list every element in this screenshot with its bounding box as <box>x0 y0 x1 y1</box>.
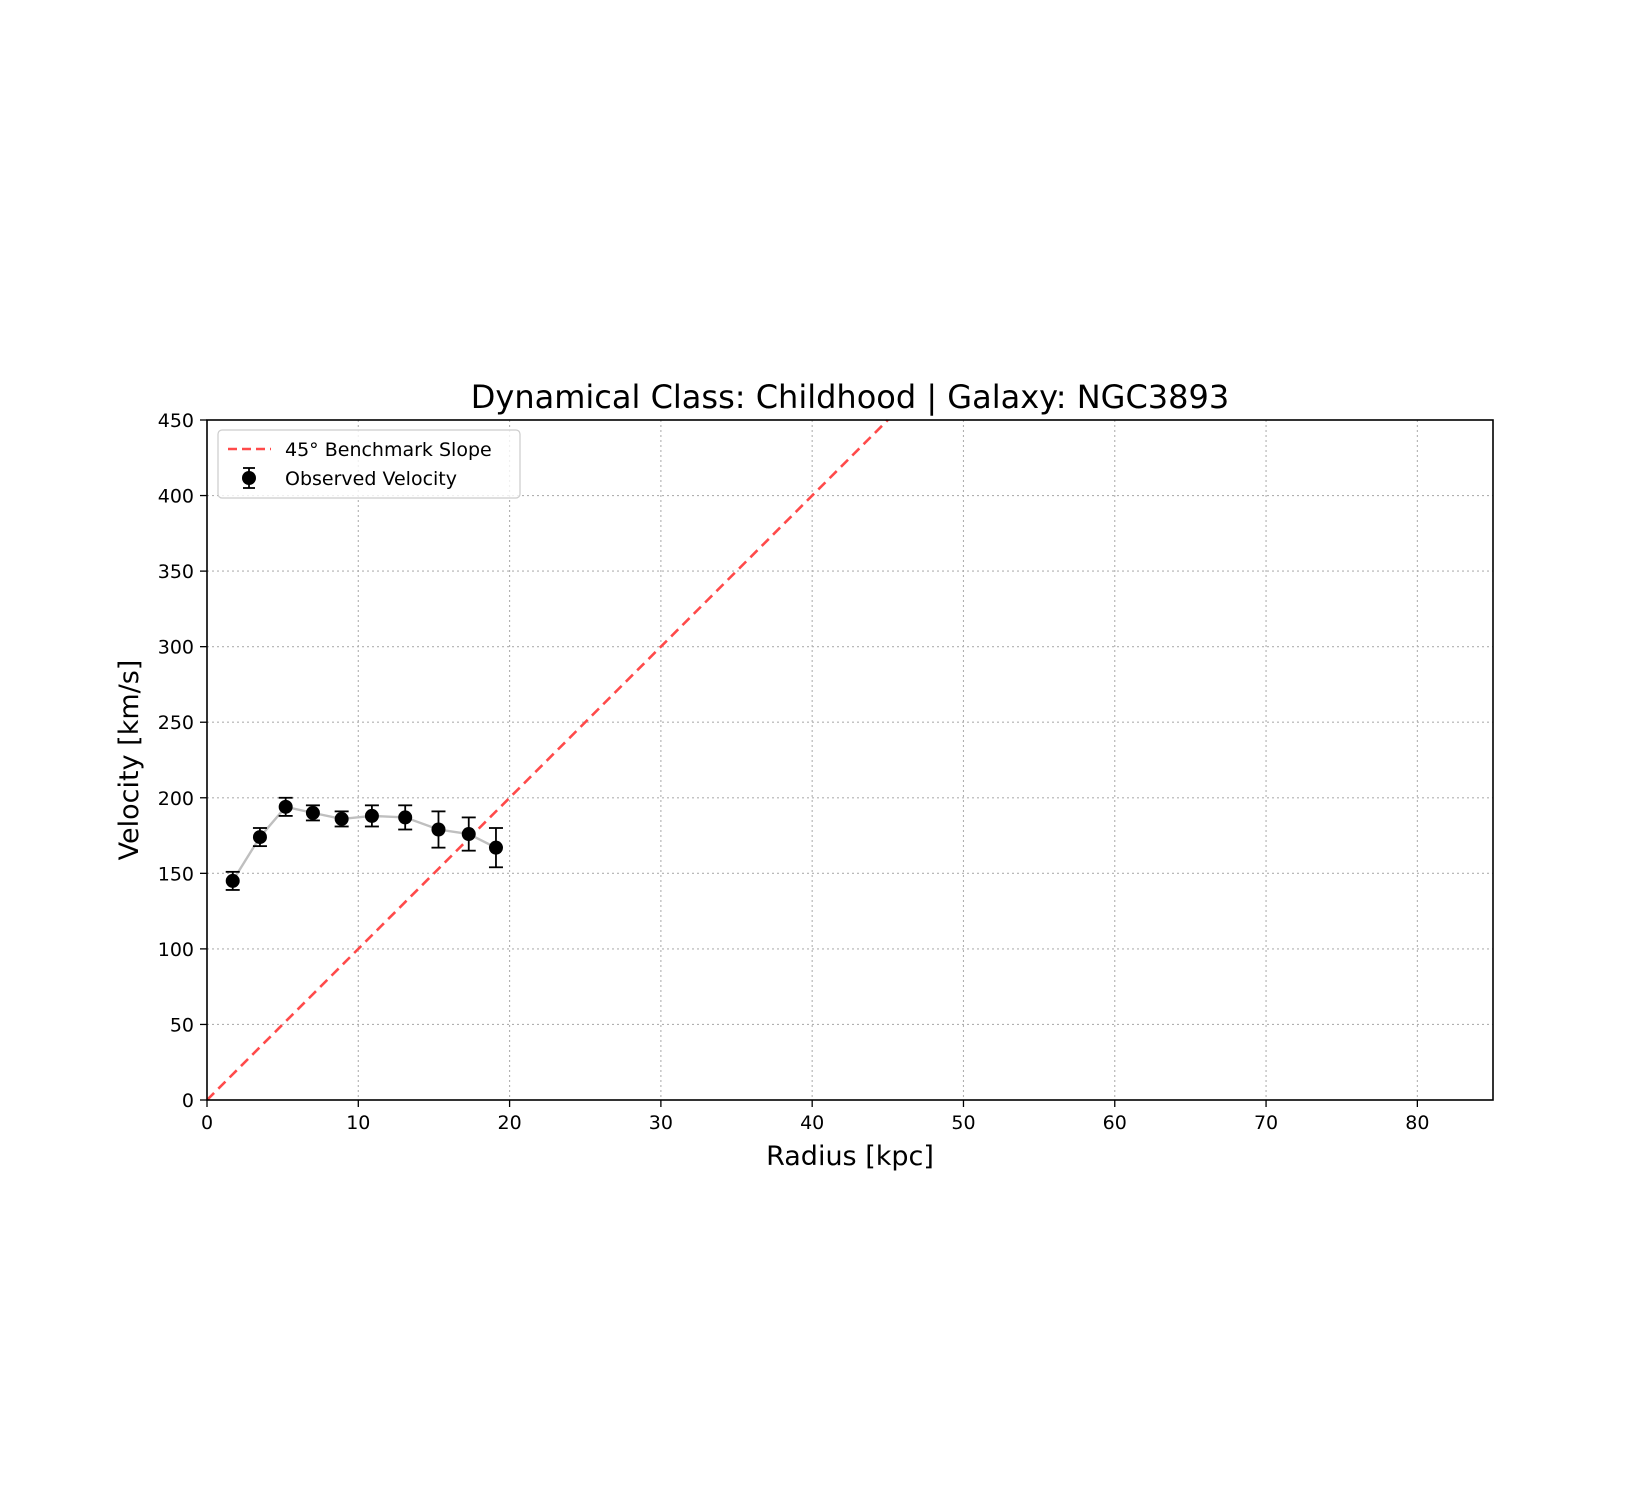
legend-label-observed: Observed Velocity <box>285 468 457 490</box>
observed-velocity-point <box>431 822 446 837</box>
x-tick-label: 70 <box>1254 1112 1278 1134</box>
legend-box <box>217 429 521 499</box>
observed-velocity-connector <box>231 805 497 882</box>
x-tick-label: 40 <box>800 1112 824 1134</box>
y-tick-label: 200 <box>158 788 194 810</box>
y-tick-label: 150 <box>158 863 194 885</box>
observed-velocity-point <box>305 805 320 820</box>
observed-velocity-point <box>278 799 293 814</box>
benchmark-slope-line <box>206 419 889 1101</box>
observed-velocity-point <box>461 827 476 842</box>
y-tick-label: 0 <box>182 1090 194 1112</box>
y-tick-label: 450 <box>158 410 194 432</box>
y-tick-label: 250 <box>158 712 194 734</box>
grid <box>207 420 1493 1100</box>
x-tick-label: 80 <box>1405 1112 1429 1134</box>
observed-velocity-point <box>252 830 267 845</box>
data-layer <box>206 419 889 1101</box>
observed-velocity-point <box>364 808 379 823</box>
plot-background <box>207 420 1493 1100</box>
x-tick-label: 20 <box>497 1112 521 1134</box>
legend-marker-icon <box>242 471 256 485</box>
y-tick-label: 350 <box>158 561 194 583</box>
x-tick-label: 60 <box>1103 1112 1127 1134</box>
x-tick-label: 10 <box>346 1112 370 1134</box>
x-axis-label: Radius [kpc] <box>766 1141 934 1172</box>
observed-velocity-point <box>334 811 349 826</box>
y-axis-label: Velocity [km/s] <box>114 660 145 861</box>
y-tick-label: 300 <box>158 637 194 659</box>
plot-frame <box>206 419 1494 1101</box>
y-tick-label: 100 <box>158 939 194 961</box>
observed-velocity-point <box>488 840 503 855</box>
legend: 45° Benchmark Slope Observed Velocity <box>217 429 521 499</box>
y-tick-label: 400 <box>158 486 194 508</box>
chart-title: Dynamical Class: Childhood | Galaxy: NGC… <box>471 378 1229 416</box>
y-tick-label: 50 <box>170 1014 194 1036</box>
x-tick-label: 50 <box>951 1112 975 1134</box>
observed-velocity-point <box>225 873 240 888</box>
observed-velocity-point <box>398 810 413 825</box>
legend-label-benchmark: 45° Benchmark Slope <box>285 439 492 461</box>
x-tick-label: 0 <box>201 1112 213 1134</box>
x-tick-label: 30 <box>649 1112 673 1134</box>
ticks: 0 10 20 30 40 50 60 70 80 0 50 100 150 200 250 300 350 40… <box>158 410 1430 1134</box>
